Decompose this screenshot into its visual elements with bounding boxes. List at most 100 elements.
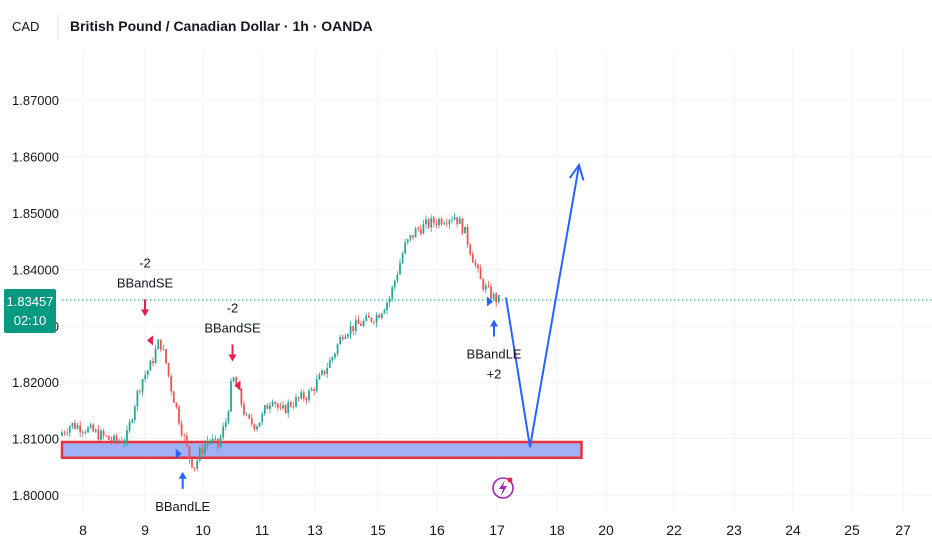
candle-body <box>279 407 282 409</box>
x-tick-label: 10 <box>195 522 211 538</box>
candle-body <box>404 242 407 254</box>
candle-body <box>469 244 472 255</box>
candle-body <box>430 218 433 228</box>
candle-body <box>302 392 305 399</box>
candle-body <box>497 295 500 303</box>
candle-body <box>471 254 474 263</box>
candle-body <box>305 398 308 400</box>
x-tick-label: 25 <box>844 522 860 538</box>
candle-body <box>126 430 128 442</box>
candle-body <box>461 218 464 234</box>
candle-body <box>107 435 110 440</box>
candle-body <box>191 459 193 468</box>
y-tick-label: 1.87000 <box>12 93 59 108</box>
candle-body <box>175 402 178 407</box>
candle-body <box>63 432 66 434</box>
candle-body <box>165 349 167 364</box>
candle-body <box>253 424 256 430</box>
candle-body <box>84 431 87 433</box>
candle-body <box>365 315 368 321</box>
candle-body <box>375 314 378 323</box>
lightning-icon[interactable] <box>492 477 514 499</box>
candle-body <box>349 326 352 335</box>
candle-body <box>495 293 498 303</box>
y-tick-label: 1.86000 <box>12 150 59 165</box>
candle-body <box>315 379 318 391</box>
short-signal-marker <box>147 335 153 346</box>
signal-annotations: -2 BBandSE BBandLE -2 BBandSE BBandLE +2 <box>117 255 522 513</box>
last-price-tag: 1.83457 02:10 <box>4 289 56 333</box>
y-tick-label: 1.81000 <box>12 432 59 447</box>
candle-body <box>204 444 206 454</box>
candle-body <box>443 223 446 225</box>
x-tick-label: 9 <box>141 522 149 538</box>
candle-body <box>409 235 412 240</box>
candle-body <box>258 422 261 427</box>
candle-body <box>120 440 123 443</box>
candle-body <box>240 389 243 405</box>
x-axis-labels: 8 9 10 11 13 15 16 17 18 20 22 23 24 25 27 <box>79 522 911 538</box>
candle-body <box>118 440 121 442</box>
candle-body <box>94 429 97 432</box>
signal-label: BBandLE <box>467 347 522 362</box>
candle-body <box>414 228 417 238</box>
candle-body <box>152 361 154 364</box>
signal-label: BBandSE <box>204 320 261 335</box>
candle-body <box>383 310 386 314</box>
candle-body <box>131 419 134 422</box>
candle-body <box>269 405 271 409</box>
candle-body <box>139 390 141 392</box>
signal-label: -2 <box>227 300 239 315</box>
candle-body <box>448 220 451 224</box>
candle-body <box>464 226 466 234</box>
candle-body <box>321 370 323 375</box>
candle-body <box>336 344 339 354</box>
price-tag-countdown: 02:10 <box>14 313 47 328</box>
x-tick-label: 22 <box>666 522 682 538</box>
candle-body <box>318 374 321 380</box>
candle-body <box>61 432 63 436</box>
candle-body <box>435 223 438 226</box>
signal-label: BBandLE <box>155 499 210 514</box>
candle-body <box>227 411 230 423</box>
candle-body <box>201 448 204 454</box>
y-tick-label: 1.80000 <box>12 488 59 503</box>
candle-body <box>136 390 139 407</box>
x-tick-label: 23 <box>726 522 742 538</box>
candle-body <box>128 421 131 431</box>
candle-body <box>326 367 329 374</box>
support-zone <box>60 440 583 460</box>
candle-body <box>261 413 264 423</box>
candle-body <box>287 402 290 413</box>
candle-body <box>74 422 76 429</box>
candle-body <box>149 361 152 371</box>
candle-body <box>399 262 401 275</box>
candle-body <box>487 285 490 287</box>
candle-body <box>115 435 118 441</box>
candle-body <box>113 435 115 442</box>
candle-body <box>378 314 381 318</box>
candle-body <box>235 377 238 387</box>
candle-body <box>456 217 459 224</box>
candle-body <box>341 336 344 339</box>
candle-body <box>370 317 373 322</box>
candle-body <box>81 431 84 433</box>
y-tick-label: 1.85000 <box>12 206 59 221</box>
x-tick-label: 13 <box>307 522 323 538</box>
candle-body <box>419 229 422 234</box>
candle-body <box>360 323 362 326</box>
candle-body <box>362 320 365 326</box>
candle-body <box>102 430 105 436</box>
candle-body <box>167 363 170 376</box>
candle-body <box>243 404 245 415</box>
candle-body <box>198 448 201 461</box>
candle-body <box>274 402 277 404</box>
candle-body <box>401 253 404 263</box>
candle-body <box>133 406 136 420</box>
long-signal-marker <box>175 448 182 459</box>
x-tick-label: 18 <box>549 522 565 538</box>
candle-body <box>172 391 175 403</box>
candle-body <box>68 426 71 433</box>
candle-body <box>354 319 357 332</box>
